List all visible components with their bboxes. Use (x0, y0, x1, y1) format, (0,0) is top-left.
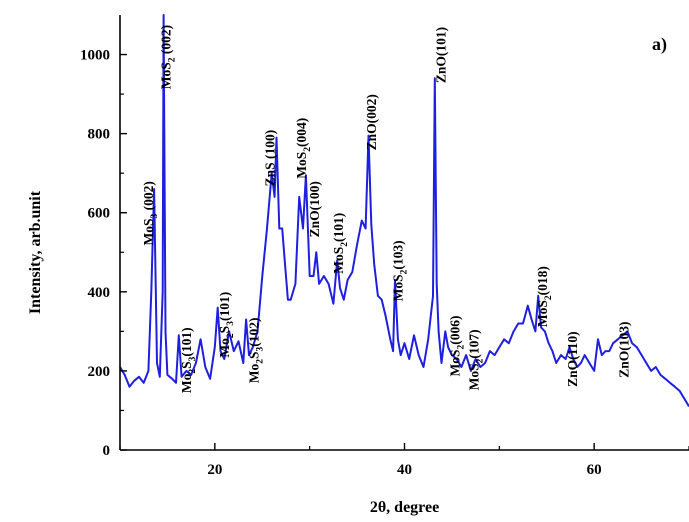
y-ticks: 0 200 400 600 800 1000 (80, 48, 127, 459)
peak-label-subscript: 2 (256, 359, 266, 364)
peak-label-subscript: 2 (226, 333, 236, 338)
peak-label-text: (101) (331, 213, 346, 242)
peak-label: Mo2S3(101) (217, 292, 236, 358)
peak-label-text: S (179, 361, 194, 369)
peak-label-text: (006) (448, 316, 463, 345)
x-tick-label: 40 (397, 462, 412, 478)
y-tick-label: 0 (103, 443, 111, 459)
peak-label-text: S (247, 352, 262, 360)
x-tick-label: 60 (587, 462, 602, 478)
x-ticks: 20 40 60 (119, 443, 689, 478)
peak-label-text: Mo (179, 373, 194, 393)
x-axis-label: 2θ, degree (370, 499, 439, 516)
peak-label-text: (107) (467, 329, 482, 358)
peak-label-text: MoS (141, 218, 156, 245)
peak-label-subscript: 3 (150, 213, 160, 218)
y-tick-label: 800 (88, 127, 111, 143)
peak-label-text: ZnO(002) (364, 94, 379, 150)
peak-label: ZnS (100) (263, 130, 278, 187)
peak-label-subscript: 2 (303, 147, 313, 152)
peak-label-text: ZnO(101) (433, 27, 448, 83)
peak-label-text: ZnO(110) (565, 331, 580, 387)
peak-label-subscript: 3 (256, 347, 266, 352)
peak-label: MoS2(018) (535, 266, 554, 327)
peak-label-subscript: 2 (457, 345, 467, 350)
y-tick-label: 600 (88, 206, 111, 222)
x-tick-label: 20 (207, 462, 222, 478)
peak-label: MoS2 (002) (158, 25, 177, 89)
peak-label-text: (101) (179, 327, 194, 356)
peak-label-text: MoS (158, 62, 173, 89)
peak-label-text: (002) (158, 25, 173, 58)
peak-label-text: (018) (535, 266, 550, 295)
xrd-pattern-line (119, 14, 689, 408)
y-tick-label: 400 (88, 285, 111, 301)
peak-label: Mo2S3(101) (179, 327, 198, 393)
peak-label: MoS3 (002) (141, 181, 160, 245)
peak-label: MoS2(107) (467, 329, 486, 390)
peak-label-subscript: 2 (188, 369, 198, 374)
peak-label-subscript: 3 (188, 356, 198, 361)
peak-label-subscript: 2 (167, 57, 177, 62)
peak-label: ZnO(103) (616, 322, 631, 378)
peak-label-text: MoS (535, 300, 550, 327)
peak-label-text: ZnO(103) (616, 322, 631, 378)
plot-area (119, 14, 689, 408)
peak-label-text: ZnO(100) (307, 181, 322, 237)
peak-label: MoS2(103) (391, 240, 410, 301)
peak-label-text: S (217, 326, 232, 334)
peak-label: MoS2(006) (448, 316, 467, 377)
peak-label-subscript: 2 (544, 295, 554, 300)
peak-label: ZnO(002) (364, 94, 379, 150)
peak-label-text: (004) (294, 118, 309, 147)
peak-label-text: Mo (217, 338, 232, 358)
peak-label-text: MoS (391, 274, 406, 301)
y-axis-label: Intensity, arb.unit (27, 190, 44, 314)
peak-label-text: MoS (294, 152, 309, 179)
y-tick-label: 200 (88, 364, 111, 380)
panel-label: a) (652, 34, 667, 55)
peak-label: ZnO(110) (565, 331, 580, 387)
peak-label-text: MoS (467, 363, 482, 390)
peak-label-text: MoS (448, 350, 463, 377)
peak-label-subscript: 2 (400, 269, 410, 274)
peak-label-text: Mo (247, 364, 262, 384)
peak-annotations: MoS3 (002)MoS2 (002)Mo2S3(101) Mo2S3(101)… (141, 25, 631, 393)
peak-label-text: (002) (141, 181, 156, 214)
peak-label-text: (102) (247, 318, 262, 347)
peak-label: ZnO(101) (433, 27, 448, 83)
peak-label-subscript: 2 (476, 358, 486, 363)
peak-label-text: MoS (331, 247, 346, 274)
peak-label: Mo2S3(102) (247, 318, 266, 384)
peak-label: MoS2(101) (331, 213, 350, 274)
peak-label: MoS2(004) (294, 118, 313, 179)
peak-label-subscript: 3 (226, 321, 236, 326)
peak-label-text: (103) (391, 240, 406, 269)
peak-label-text: (101) (217, 292, 232, 321)
peak-label-subscript: 2 (340, 242, 350, 247)
peak-label: ZnO(100) (307, 181, 322, 237)
peak-label-text: ZnS (100) (263, 130, 278, 187)
y-tick-label: 1000 (80, 48, 110, 64)
